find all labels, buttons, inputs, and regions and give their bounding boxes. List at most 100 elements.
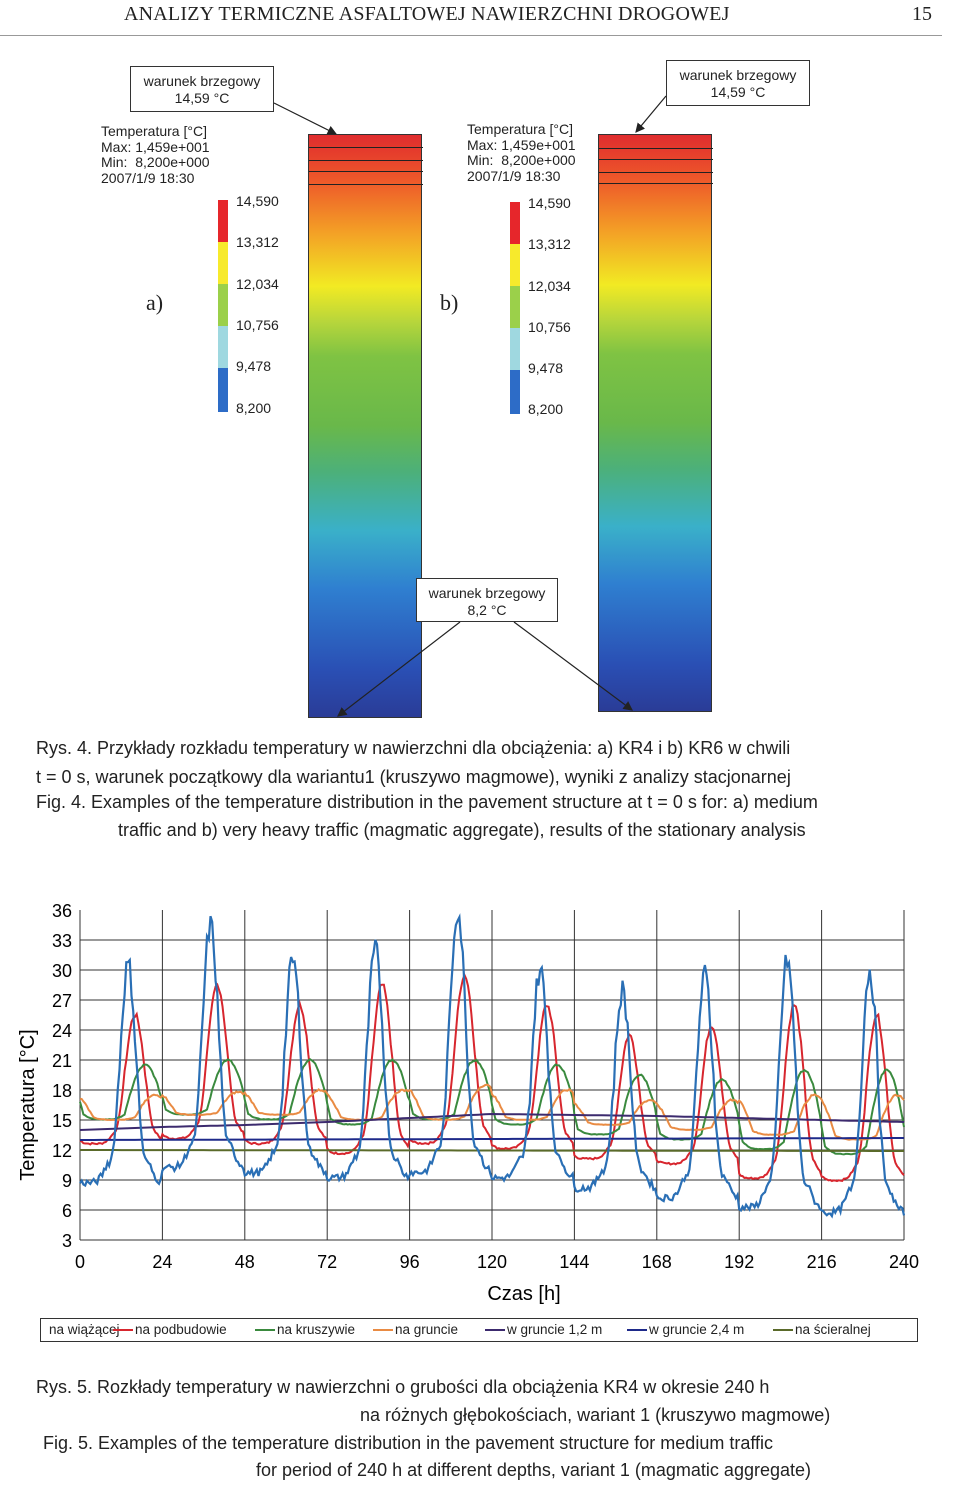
bc-value: 14,59 °C: [710, 84, 766, 100]
bc-value: 14,59 °C: [174, 90, 230, 106]
series-line-3: [79, 1112, 905, 1131]
legend-swatch: [113, 1329, 133, 1332]
color-scale-b: [510, 202, 520, 414]
x-tick-label: 24: [152, 1252, 172, 1272]
y-tick-labels: 36 33 30 27 24 21 18 15 12 9 6 3: [52, 901, 72, 1251]
x-tick-labels: 0 24 48 72 96 120 144 168 192 216 240: [75, 1252, 919, 1272]
panel-label-a: a): [146, 290, 164, 315]
scale-a-tick: 8,200: [236, 400, 272, 416]
fig5-caption-pl-1: Rys. 5. Rozkłady temperatury w nawierzch…: [36, 1377, 770, 1397]
info-a: Temperatura [°C] Max: 1,459e+001 Min: 8,…: [101, 123, 210, 186]
y-tick-label: 18: [52, 1081, 72, 1101]
arrow: [635, 95, 667, 133]
bc-label: warunek brzegowy: [679, 67, 797, 83]
series-line-1: [79, 1057, 905, 1156]
legend-label: na podbudowie: [135, 1322, 227, 1337]
series-line-0: [79, 972, 905, 1183]
boundary-condition-top-b: warunek brzegowy 14,59 °C: [666, 60, 810, 106]
legend-item: w gruncie 2,4 m: [627, 1322, 745, 1337]
series-line-4: [80, 1137, 904, 1141]
y-tick-label: 27: [52, 991, 72, 1011]
panel-label-b: b): [440, 290, 459, 315]
y-tick-label: 9: [62, 1171, 72, 1191]
temperature-column-b: [598, 134, 713, 712]
y-tick-label: 12: [52, 1141, 72, 1161]
arrows-layer: [273, 95, 667, 717]
temperature-column-a: [308, 134, 423, 718]
x-axis-label: Czas [h]: [487, 1283, 560, 1305]
chart-grid: [79, 910, 905, 1241]
x-tick-label: 120: [477, 1252, 507, 1272]
scale-b-tick: 8,200: [528, 401, 564, 417]
running-title: ANALIZY TERMICZNE ASFALTOWEJ NAWIERZCHNI…: [124, 3, 730, 25]
legend-swatch: [255, 1329, 275, 1332]
legend-item: na gruncie: [373, 1322, 459, 1337]
legend-swatch: [373, 1329, 393, 1332]
fig4-caption-pl-2: t = 0 s, warunek początkowy dla wariantu…: [36, 767, 791, 787]
x-tick-label: 96: [400, 1252, 420, 1272]
series-lines: [79, 913, 906, 1219]
boundary-condition-top-a: warunek brzegowy 14,59 °C: [130, 66, 274, 112]
y-tick-label: 36: [52, 901, 72, 921]
scale-a-tick: 12,034: [236, 276, 279, 292]
x-tick-label: 0: [75, 1252, 85, 1272]
legend-item: na podbudowie: [113, 1322, 227, 1337]
bc-label: warunek brzegowy: [428, 585, 546, 601]
arrow: [273, 102, 338, 135]
header-rule: [0, 35, 942, 36]
y-tick-label: 3: [62, 1231, 72, 1251]
info-b: Temperatura [°C] Max: 1,459e+001 Min: 8,…: [467, 121, 576, 184]
x-tick-label: 216: [807, 1252, 837, 1272]
series-line-2: [79, 1083, 905, 1141]
y-tick-label: 21: [52, 1051, 72, 1071]
legend-item: na wiążącej: [49, 1322, 120, 1337]
legend-label: w gruncie 2,4 m: [649, 1322, 745, 1337]
y-tick-label: 15: [52, 1111, 72, 1131]
bc-label: warunek brzegowy: [143, 73, 261, 89]
fig5-caption-pl-2: na różnych głębokościach, wariant 1 (kru…: [360, 1405, 831, 1425]
legend-label: na kruszywie: [277, 1322, 356, 1337]
fig4-caption-en-1: Fig. 4. Examples of the temperature dist…: [36, 792, 818, 812]
scale-b-tick: 9,478: [528, 360, 564, 376]
page-number: 15: [912, 3, 932, 25]
x-tick-label: 144: [559, 1252, 589, 1272]
bc-value: 8,2 °C: [467, 602, 507, 618]
scale-b-tick: 14,590: [528, 195, 571, 211]
scale-b-tick: 10,756: [528, 319, 571, 335]
y-tick-label: 33: [52, 931, 72, 951]
scale-a-tick: 14,590: [236, 193, 279, 209]
fig5-caption-en-1: Fig. 5. Examples of the temperature dist…: [43, 1433, 774, 1453]
x-tick-label: 48: [235, 1252, 255, 1272]
scale-a-tick: 10,756: [236, 317, 279, 333]
arrow: [337, 621, 461, 717]
scale-b-tick: 13,312: [528, 236, 571, 252]
chart-legend: na wiążącej na podbudowie na kruszywie na g…: [40, 1318, 918, 1342]
legend-swatch: [485, 1329, 505, 1332]
legend-swatch: [773, 1329, 793, 1332]
fig5-caption-en-2: for period of 240 h at different depths,…: [256, 1460, 811, 1480]
legend-item: w gruncie 1,2 m: [485, 1322, 603, 1337]
x-tick-label: 240: [889, 1252, 919, 1272]
legend-label: w gruncie 1,2 m: [507, 1322, 603, 1337]
legend-label: na gruncie: [395, 1322, 459, 1337]
legend-item: na ścieralnej: [773, 1322, 873, 1337]
y-axis-label: Temperatura [°C]: [17, 1029, 39, 1180]
scale-a-tick: 13,312: [236, 234, 279, 250]
legend-swatch: [627, 1329, 647, 1332]
y-tick-label: 24: [52, 1021, 72, 1041]
y-tick-label: 6: [62, 1201, 72, 1221]
fig4-caption-pl-1: Rys. 4. Przykłady rozkładu temperatury w…: [36, 738, 791, 758]
legend-label: na wiążącej: [49, 1322, 120, 1337]
legend-label: na ścieralnej: [795, 1322, 871, 1337]
boundary-condition-bottom: warunek brzegowy 8,2 °C: [416, 578, 558, 622]
color-scale-a: [218, 200, 228, 412]
x-tick-label: 192: [724, 1252, 754, 1272]
scale-b-tick: 12,034: [528, 278, 571, 294]
fig4-caption-en-2: traffic and b) very heavy traffic (magma…: [118, 820, 806, 840]
y-tick-label: 30: [52, 961, 72, 981]
legend-item: na kruszywie: [255, 1322, 356, 1337]
scale-a-tick: 9,478: [236, 358, 272, 374]
x-tick-label: 72: [317, 1252, 337, 1272]
arrow: [513, 621, 633, 711]
